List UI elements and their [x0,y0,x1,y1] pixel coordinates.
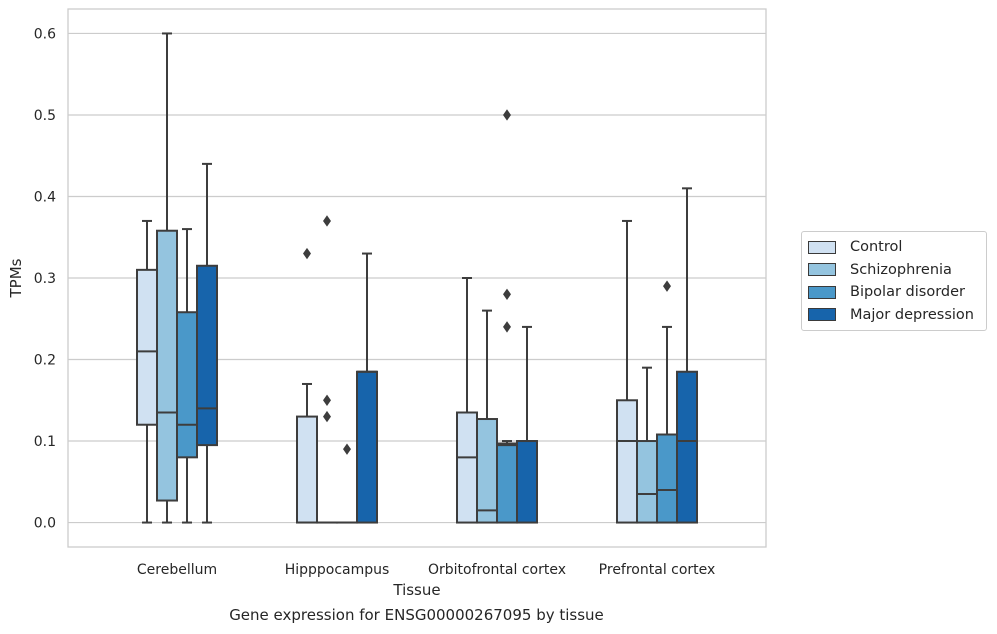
box-2-0 [176,228,198,524]
box-1-3 [636,366,658,524]
y-axis-label: TPMs [7,258,25,298]
box-body [516,440,538,524]
box-3-2 [516,325,538,524]
box-body [456,411,478,524]
y-tick-label: 0.6 [34,26,56,42]
outlier-point [303,247,311,260]
outlier-point [663,280,671,292]
x-tick-label: Cerebellum [137,562,217,578]
outlier-point [323,215,331,227]
box-body [176,311,198,459]
outlier-point [343,443,351,455]
legend-item-major-depression: Major depression [802,304,986,327]
y-tick-label: 0.1 [34,434,56,450]
x-axis-label: Tissue [392,581,440,599]
legend-swatch [808,308,836,322]
x-tick-label: Prefrontal cortex [599,562,716,578]
box-3-1 [356,252,378,524]
legend-label: Bipolar disorder [850,284,965,301]
legend-label: Major depression [850,306,974,323]
y-tick-label: 0.2 [34,353,56,369]
legend: Control Schizophrenia Bipolar disorder M… [801,231,987,331]
plot-frame [67,8,767,548]
x-tick-labels: Cerebellum Hipppocampus Orbitofrontal cort… [137,562,715,578]
y-tick-label: 0.4 [34,189,56,205]
outlier-point [323,410,331,423]
box-1-1 [316,215,338,524]
outlier-point [323,394,331,406]
box-0-0 [136,219,158,524]
legend-item-control: Control [802,236,986,259]
y-tick-label: 0.5 [34,108,56,124]
outlier-point [503,109,511,121]
outlier-point [503,288,511,301]
legend-swatch [808,285,836,299]
box-body [676,370,698,524]
legend-label: Control [850,239,903,256]
legend-item-schizophrenia: Schizophrenia [802,259,986,282]
box-body [616,399,638,524]
box-1-2 [476,309,498,524]
y-tick-label: 0.3 [34,271,56,287]
box-body [356,370,378,524]
y-tick-label: 0.0 [34,516,56,532]
box-3-3 [676,187,698,524]
y-tick-labels: 0.0 0.1 0.2 0.3 0.4 0.5 0.6 [34,26,56,531]
box-body [196,264,218,447]
box-2-2 [496,109,518,524]
box-body [656,433,678,524]
box-0-2 [456,277,478,524]
legend-label: Schizophrenia [850,261,952,278]
legend-swatch [808,263,836,277]
box-body [136,268,158,426]
box-body [476,418,498,524]
figure-caption: Gene expression for ENSG00000267095 by t… [229,606,604,624]
legend-swatch [808,240,836,254]
box-3-0 [196,162,218,524]
x-tick-label: Orbitofrontal cortex [428,562,566,578]
box-2-1 [336,443,358,524]
box-1-0 [156,32,178,524]
box-body [156,229,178,502]
outlier-point [503,321,511,333]
box-body [296,415,318,524]
box-body [496,442,518,524]
box-0-1 [296,247,318,524]
box-plot-marks [136,32,698,524]
legend-item-bipolar-disorder: Bipolar disorder [802,281,986,304]
box-body [636,440,658,524]
box-0-3 [616,219,638,524]
box-2-3 [656,280,678,524]
x-tick-label: Hipppocampus [285,562,390,578]
